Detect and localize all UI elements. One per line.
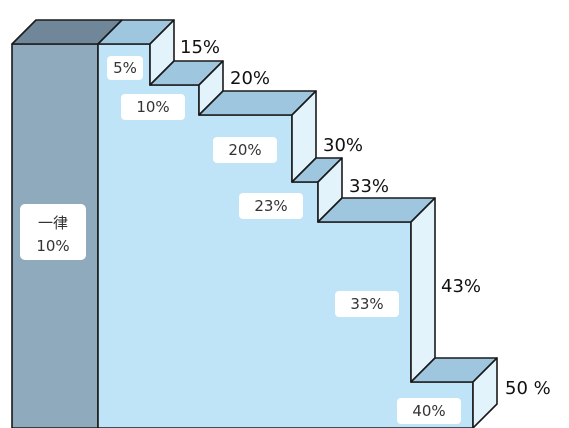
inner-rate-badge-6: 40%: [397, 398, 461, 424]
inner-rate-badge-3: 20%: [213, 137, 277, 163]
inner-rate-badge-2: 10%: [121, 94, 185, 120]
flat-rate-label-line2: 10%: [36, 237, 69, 255]
inner-rate-badges: 5% 10% 20% 23% 33% 40%: [107, 56, 461, 424]
outer-rate-label-6: 50 %: [505, 378, 551, 399]
outer-rate-label-5: 43%: [441, 276, 481, 297]
stair-side-5: [410, 197, 436, 383]
progressive-staircase: [97, 19, 498, 428]
inner-rate-label-3: 20%: [228, 141, 261, 159]
inner-rate-badge-4: 23%: [239, 193, 303, 219]
outer-rate-label-4: 33%: [349, 176, 389, 197]
flat-rate-label-line1: 一律: [38, 214, 68, 232]
outer-rate-label-3: 30%: [323, 135, 363, 156]
inner-rate-label-1: 5%: [113, 59, 137, 77]
outer-rate-label-1: 15%: [180, 37, 220, 58]
inner-rate-badge-5: 33%: [335, 291, 399, 317]
inner-rate-label-2: 10%: [136, 98, 169, 116]
flat-rate-label: 一律 10%: [20, 204, 86, 260]
inner-rate-label-6: 40%: [412, 402, 445, 420]
outer-rate-label-2: 20%: [230, 68, 270, 89]
outer-rate-labels: 15% 20% 30% 33% 43% 50 %: [180, 37, 551, 399]
stair-side-6: [472, 357, 498, 428]
inner-rate-badge-1: 5%: [107, 56, 143, 80]
inner-rate-label-5: 33%: [350, 295, 383, 313]
inner-rate-label-4: 23%: [254, 197, 287, 215]
